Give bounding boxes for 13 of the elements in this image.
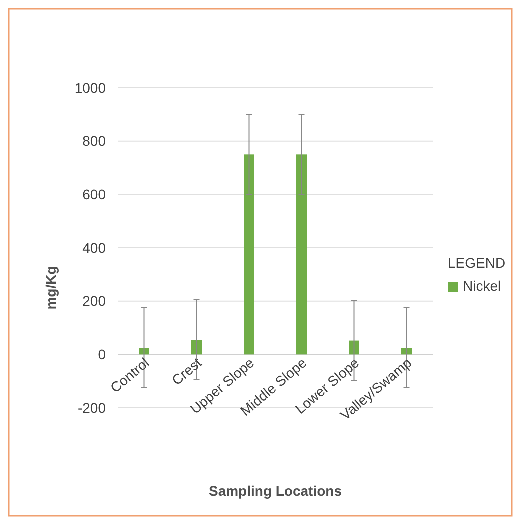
y-tick-label: 1000 xyxy=(74,80,106,96)
y-tick-label: -200 xyxy=(78,400,106,416)
legend-label: Nickel xyxy=(463,278,502,294)
legend-title: LEGEND xyxy=(448,255,506,271)
y-axis-title: mg/Kg xyxy=(43,266,59,310)
bar xyxy=(244,154,254,355)
x-axis-title: Sampling Locations xyxy=(208,483,342,499)
bar xyxy=(296,154,307,355)
y-tick-label: 400 xyxy=(82,240,106,256)
y-tick-label: 600 xyxy=(82,186,106,203)
y-tick-label: 200 xyxy=(82,293,106,310)
y-tick-label: 800 xyxy=(82,133,106,150)
y-tick-label: 0 xyxy=(98,346,106,363)
